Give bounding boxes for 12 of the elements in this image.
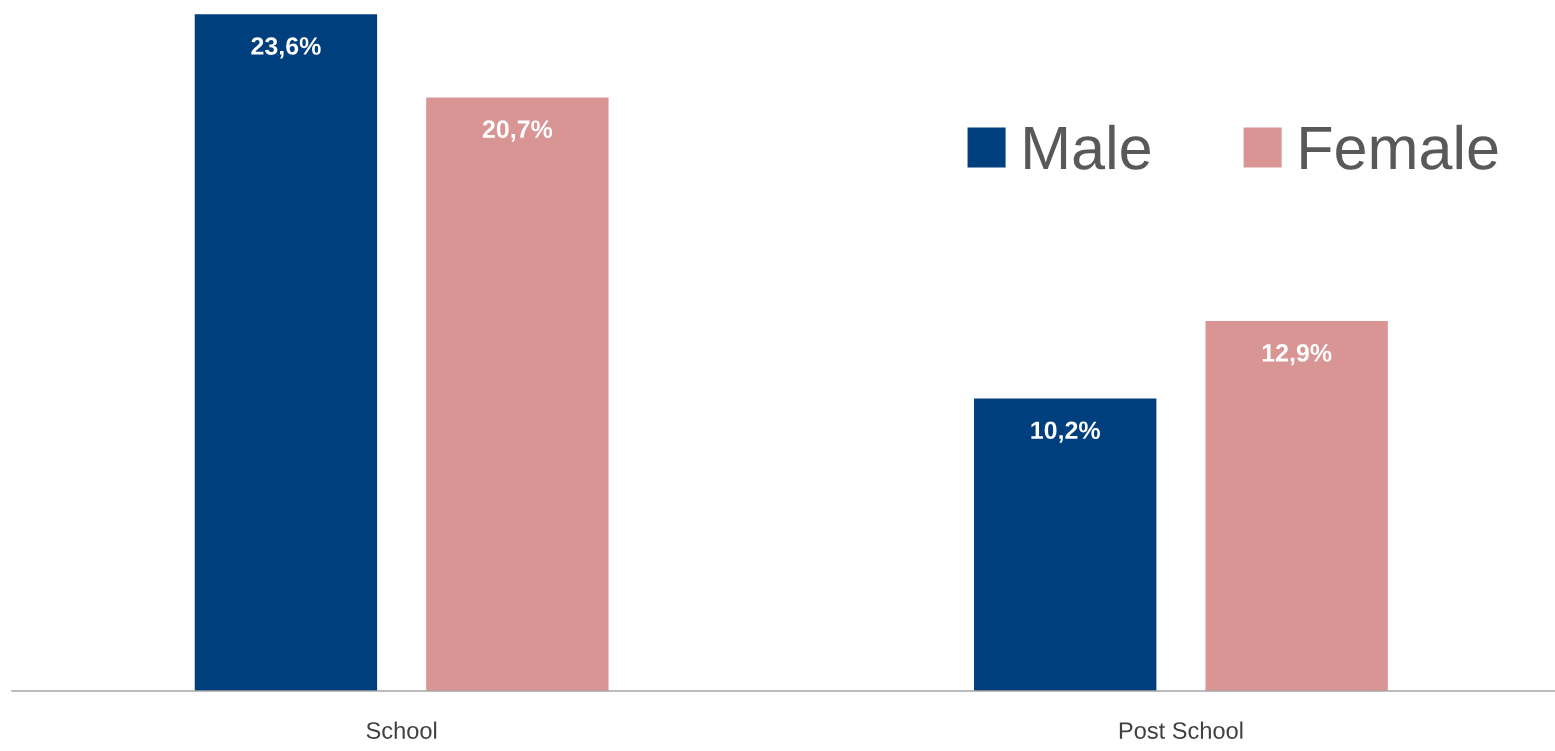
bar [974, 398, 1157, 691]
bar [426, 97, 609, 691]
data-label: 12,9% [1262, 343, 1332, 366]
x-tick-label: School [366, 721, 437, 739]
x-tick-label: Post School [1119, 721, 1243, 739]
data-label: 23,6% [251, 37, 321, 59]
legend-label: Male [1025, 124, 1150, 170]
legend-label: Female [1301, 124, 1498, 170]
data-label: 10,2% [1031, 421, 1100, 443]
bar [194, 14, 378, 691]
bar [1205, 321, 1388, 691]
data-label: 20,7% [482, 120, 553, 142]
